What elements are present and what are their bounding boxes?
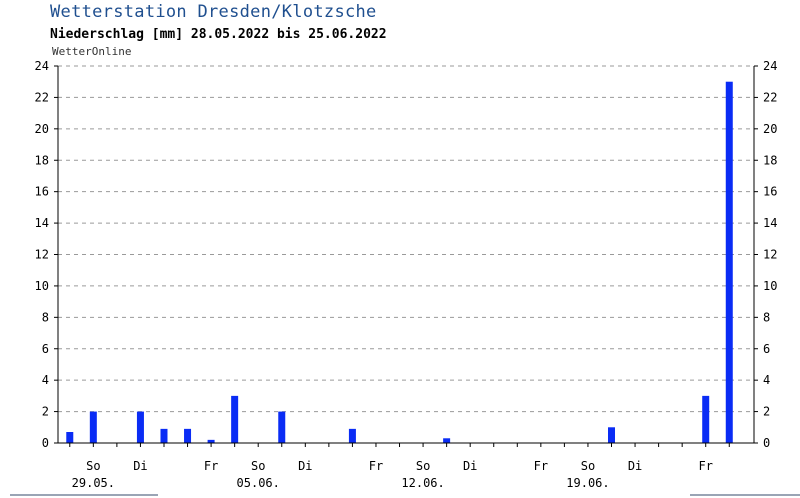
y-tick-label-right: 0 (763, 436, 770, 450)
x-tick-label-day: Fr (369, 459, 383, 473)
y-tick-label-right: 18 (763, 153, 777, 167)
y-tick-label-right: 14 (763, 216, 777, 230)
y-tick-label-left: 0 (42, 436, 49, 450)
bars (66, 81, 733, 443)
bar-28.05. (66, 432, 74, 443)
x-tick-label-day: Di (298, 459, 312, 473)
y-tick-label-left: 4 (42, 373, 49, 387)
bar-04.06. (231, 395, 239, 443)
axes (54, 65, 758, 447)
x-tick-label-day: So (581, 459, 595, 473)
y-tick-label-left: 8 (42, 310, 49, 324)
y-tick-label-left: 22 (35, 90, 49, 104)
bar-24.06. (702, 395, 710, 443)
bar-13.06. (443, 438, 451, 443)
x-tick-label-date: 12.06. (401, 476, 444, 490)
bar-03.06. (207, 439, 215, 443)
bar-06.06. (278, 411, 286, 443)
x-tick-label-day: So (86, 459, 100, 473)
y-tick-label-left: 14 (35, 216, 49, 230)
x-tick-label-day: Fr (534, 459, 548, 473)
bar-25.06. (725, 81, 733, 443)
x-tick-label-date: 19.06. (566, 476, 609, 490)
y-tick-label-left: 20 (35, 122, 49, 136)
y-tick-label-left: 10 (35, 279, 49, 293)
y-tick-label-right: 8 (763, 310, 770, 324)
footer-divider-right (690, 494, 800, 496)
bar-29.05. (89, 411, 97, 443)
y-tick-label-right: 12 (763, 248, 777, 262)
y-tick-label-left: 24 (35, 59, 49, 73)
y-tick-label-right: 16 (763, 185, 777, 199)
y-tick-label-left: 12 (35, 248, 49, 262)
chart-subtitle: Niederschlag [mm] 28.05.2022 bis 25.06.2… (50, 27, 387, 42)
bar-20.06. (608, 427, 616, 443)
y-tick-label-right: 22 (763, 90, 777, 104)
bar-31.05. (136, 411, 144, 443)
x-tick-label-day: So (416, 459, 430, 473)
y-tick-label-right: 6 (763, 342, 770, 356)
bar-09.06. (348, 428, 356, 443)
y-tick-label-left: 6 (42, 342, 49, 356)
x-tick-label-day: Fr (698, 459, 712, 473)
x-tick-label-day: Di (628, 459, 642, 473)
footer-divider-left (10, 494, 158, 496)
bar-01.06. (160, 428, 168, 443)
y-tick-label-left: 18 (35, 153, 49, 167)
y-tick-label-right: 20 (763, 122, 777, 136)
page-title: Wetterstation Dresden/Klotzsche (50, 2, 377, 22)
y-tick-label-right: 24 (763, 59, 777, 73)
grid-lines (58, 65, 754, 413)
y-tick-label-right: 2 (763, 405, 770, 419)
x-tick-label-day: So (251, 459, 265, 473)
x-tick-label-day: Di (133, 459, 147, 473)
x-tick-label-date: 29.05. (72, 476, 115, 490)
x-tick-label-day: Di (463, 459, 477, 473)
y-tick-label-right: 4 (763, 373, 770, 387)
y-tick-label-left: 2 (42, 405, 49, 419)
x-tick-label-date: 05.06. (237, 476, 280, 490)
x-tick-label-day: Fr (204, 459, 218, 473)
y-tick-label-right: 10 (763, 279, 777, 293)
x-tick-labels: So 29.05. Di Fr So 05.06. Di Fr So 12.06. Di Fr So 19… (72, 459, 713, 490)
bar-02.06. (184, 428, 192, 443)
y-tick-label-left: 16 (35, 185, 49, 199)
source-label: WetterOnline (52, 45, 132, 58)
